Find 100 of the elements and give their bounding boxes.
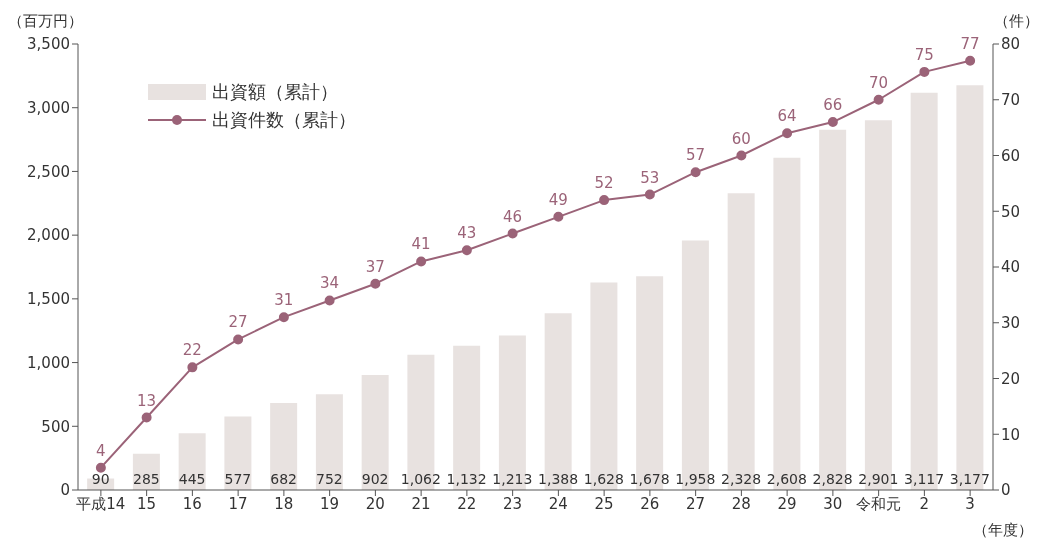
- x-tick-label: 18: [274, 494, 294, 513]
- legend-label: 出資額（累計）: [212, 80, 338, 104]
- data-label: 43: [457, 224, 477, 243]
- bar: [270, 403, 298, 490]
- y2-tick-label: 30: [1001, 314, 1021, 333]
- data-label: 60: [731, 129, 751, 148]
- x-tick-label: 27: [686, 494, 706, 513]
- y2-tick-label: 0: [1001, 481, 1011, 500]
- point: [370, 278, 381, 289]
- data-label: 1,062: [400, 471, 441, 487]
- data-label: 2,608: [766, 471, 807, 487]
- y-tick-label: 0: [60, 481, 70, 500]
- data-label: 2,328: [721, 471, 762, 487]
- data-label: 34: [320, 274, 340, 293]
- x-tick-label: 3: [965, 494, 975, 513]
- y2-tick-label: 70: [1001, 91, 1021, 110]
- bar: [224, 416, 252, 490]
- data-label: 75: [914, 45, 934, 64]
- point: [690, 167, 701, 178]
- y-tick-label: 1,000: [27, 353, 70, 372]
- point: [141, 412, 152, 423]
- y2-tick-label: 40: [1001, 258, 1021, 277]
- point: [827, 117, 838, 128]
- y2-axis-title: （件）: [994, 12, 1039, 31]
- point: [324, 295, 335, 306]
- x-tick-label: 15: [137, 494, 157, 513]
- data-label: 4: [96, 441, 106, 460]
- legend-label: 出資件数（累計）: [212, 108, 356, 132]
- data-label: 52: [594, 174, 614, 193]
- point: [553, 211, 564, 222]
- y-tick-label: 3,500: [27, 35, 70, 54]
- point: [782, 128, 793, 139]
- point: [233, 334, 244, 345]
- point: [873, 94, 884, 105]
- data-label: 27: [228, 313, 248, 332]
- point: [461, 245, 472, 256]
- data-label: 1,132: [446, 471, 487, 487]
- data-label: 2,901: [858, 471, 899, 487]
- x-tick-label: 30: [823, 494, 843, 513]
- x-tick-label: 2: [919, 494, 930, 513]
- data-label: 1,678: [629, 471, 670, 487]
- data-label: 285: [133, 471, 160, 487]
- y-tick-label: 2,000: [27, 226, 70, 245]
- data-label: 1,213: [492, 471, 533, 487]
- point: [416, 256, 427, 267]
- x-tick-label: 25: [594, 494, 614, 513]
- x-tick-label: 平成14: [76, 494, 126, 513]
- x-tick-label: 26: [640, 494, 660, 513]
- point: [644, 189, 655, 200]
- point: [95, 462, 106, 473]
- x-tick-label: 23: [503, 494, 523, 513]
- data-label: 682: [270, 471, 298, 487]
- data-label: 1,958: [675, 471, 716, 487]
- y2-tick-label: 10: [1001, 425, 1021, 444]
- data-label: 3,117: [904, 471, 945, 487]
- y-axis-title: （百万円）: [8, 12, 83, 31]
- data-label: 46: [503, 207, 523, 226]
- x-tick-label: 29: [777, 494, 797, 513]
- y2-tick-label: 80: [1001, 35, 1021, 54]
- data-label: 57: [686, 146, 706, 165]
- data-label: 445: [178, 471, 206, 487]
- data-label: 22: [182, 341, 202, 360]
- x-tick-label: 21: [411, 494, 431, 513]
- data-label: 66: [823, 96, 843, 115]
- bar: [315, 394, 343, 490]
- data-label: 41: [411, 235, 431, 254]
- point: [965, 55, 976, 66]
- data-label: 2,828: [812, 471, 853, 487]
- data-label: 37: [365, 257, 385, 276]
- x-tick-label: 19: [320, 494, 340, 513]
- x-tick-label: 16: [182, 494, 202, 513]
- data-label: 13: [137, 391, 157, 410]
- point: [507, 228, 518, 239]
- data-label: 1,628: [583, 471, 624, 487]
- x-tick-label: 24: [548, 494, 568, 513]
- data-label: 577: [224, 471, 252, 487]
- x-axis-title: （年度）: [973, 521, 1033, 540]
- y2-tick-label: 50: [1001, 202, 1021, 221]
- data-label: 752: [316, 471, 343, 487]
- y-tick-label: 500: [41, 417, 70, 436]
- x-tick-label: 28: [731, 494, 751, 513]
- y2-tick-label: 60: [1001, 146, 1021, 165]
- point: [919, 66, 930, 77]
- y-tick-label: 2,500: [27, 162, 70, 181]
- y-tick-label: 1,500: [27, 290, 70, 309]
- point: [599, 195, 610, 206]
- bar: [178, 433, 206, 490]
- x-tick-label: 令和元: [856, 494, 902, 513]
- y-tick-label: 3,000: [27, 99, 70, 118]
- data-label: 53: [640, 168, 660, 187]
- data-label: 902: [361, 471, 389, 487]
- data-label: 90: [91, 471, 110, 487]
- data-label: 64: [777, 107, 797, 126]
- x-tick-label: 22: [457, 494, 477, 513]
- data-label: 31: [274, 291, 294, 310]
- bar: [361, 375, 389, 490]
- data-label: 1,388: [538, 471, 579, 487]
- data-label: 3,177: [949, 471, 990, 487]
- y2-tick-label: 20: [1001, 369, 1021, 388]
- data-label: 49: [548, 190, 568, 209]
